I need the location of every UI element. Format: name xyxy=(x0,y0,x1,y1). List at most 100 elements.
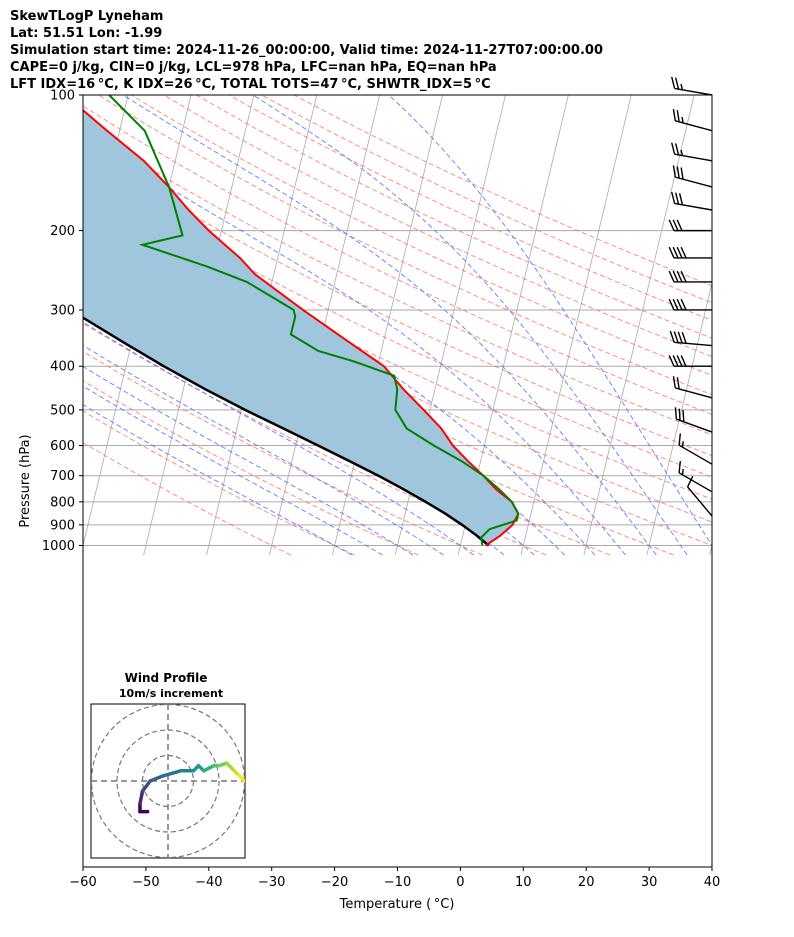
wind-barb xyxy=(668,246,712,259)
wind-barb-feather xyxy=(680,355,687,367)
wind-barb xyxy=(672,165,713,188)
wind-barb-shaft xyxy=(675,176,713,188)
moist-adiabat-line xyxy=(83,404,353,556)
wind-barb-shaft xyxy=(687,486,713,517)
x-tick-label: 10 xyxy=(515,875,532,890)
wind-barb-feather xyxy=(676,246,683,259)
y-tick-label: 600 xyxy=(50,439,75,454)
dry-adiabat-line xyxy=(83,380,419,556)
dry-adiabat-line xyxy=(83,171,712,478)
station-location: Lat: 51.51 Lon: -1.99 xyxy=(10,26,163,41)
wind-barb-feather xyxy=(678,408,681,421)
wind-barb-feather xyxy=(686,475,694,488)
wind-barb-feather xyxy=(678,193,684,205)
wind-barb-shaft xyxy=(674,202,713,211)
wind-barb-feather xyxy=(681,441,684,448)
wind-barb-shaft xyxy=(675,387,713,399)
inset-content xyxy=(91,704,245,858)
dry-adiabat-line xyxy=(83,194,712,500)
hodograph-segment xyxy=(201,763,216,773)
wind-barb-feather xyxy=(680,270,687,283)
wind-barb-feather xyxy=(674,77,680,90)
isotherm-line xyxy=(520,95,632,556)
wind-barb-shaft xyxy=(678,472,713,493)
wind-barb xyxy=(686,475,713,517)
y-tick-label: 700 xyxy=(50,469,75,484)
chart-header: SkewTLogP Lyneham Lat: 51.51 Lon: -1.99 … xyxy=(10,8,780,93)
wind-barb-feather xyxy=(669,330,675,343)
axis-ticks: −60 −50 −40 −30 −20 −10 0 10 20 30 40 100 200 300 400 5… xyxy=(42,89,720,891)
cin-cape-shade xyxy=(83,110,519,546)
wind-barb-feather xyxy=(680,149,684,156)
wind-barb-feather xyxy=(681,468,684,475)
wind-barb-feather xyxy=(672,298,679,311)
chart-title: SkewTLogP Lyneham xyxy=(10,9,164,24)
wind-barb-feather xyxy=(681,116,684,124)
y-axis-label: Pressure (hPa) xyxy=(18,434,33,527)
wind-barb xyxy=(672,376,713,399)
wind-barb-feather xyxy=(674,407,677,420)
wind-barb-feather xyxy=(672,246,679,259)
isotherm-line xyxy=(646,281,712,556)
wind-barb xyxy=(668,355,712,367)
hodograph-segment xyxy=(237,774,245,783)
wind-barb xyxy=(671,76,713,96)
isotherm-line xyxy=(709,543,712,556)
wind-barb-feather xyxy=(680,298,687,311)
wind-barb xyxy=(668,270,712,283)
wind-barb-feather xyxy=(676,166,680,179)
x-tick-label: 30 xyxy=(641,875,658,890)
parcel-profile-line xyxy=(83,316,490,547)
hodograph-ring xyxy=(116,729,220,833)
wind-barb-feather xyxy=(674,143,680,156)
wind-barb-feather xyxy=(676,298,683,311)
y-tick-label: 900 xyxy=(50,518,75,533)
wind-barbs xyxy=(668,76,713,517)
wind-barb-feather xyxy=(671,76,676,89)
wind-barb-feather xyxy=(672,355,679,367)
wind-barb-feather xyxy=(668,246,675,259)
wind-barb xyxy=(672,109,713,132)
wind-barb xyxy=(678,433,713,465)
x-tick-label: 40 xyxy=(704,875,721,890)
isotherm-line xyxy=(583,95,695,556)
wind-barb-feather xyxy=(672,219,679,231)
wind-barb xyxy=(674,407,713,433)
wind-barb-feather xyxy=(668,355,675,367)
wind-barb-shaft xyxy=(674,341,713,347)
wind-barb-feather xyxy=(672,376,676,389)
hodograph-segment xyxy=(148,774,165,783)
wind-barb-feather xyxy=(668,270,675,283)
x-tick-label: −60 xyxy=(69,875,96,890)
wind-barb xyxy=(668,219,712,232)
wind-barb-feather xyxy=(677,331,683,344)
dry-adiabat-line xyxy=(83,148,712,457)
wind-barb-shaft xyxy=(674,153,713,162)
wind-barb-shaft xyxy=(675,120,713,132)
dry-adiabat-line xyxy=(83,410,355,556)
wind-barb-feather xyxy=(682,409,685,422)
wind-barb-feather xyxy=(676,355,683,367)
profile-lines xyxy=(83,95,520,547)
dry-adiabat-line xyxy=(196,95,712,339)
stability-indices: LFT IDX=16 °C, K IDX=26 °C, TOTAL TOTS=4… xyxy=(10,77,491,92)
wind-barb-feather xyxy=(671,191,676,204)
y-tick-label: 800 xyxy=(50,495,75,510)
y-tick-label: 500 xyxy=(50,403,75,418)
x-tick-label: −30 xyxy=(258,875,285,890)
hodograph-segment xyxy=(138,789,145,806)
wind-barb-feather xyxy=(672,109,676,121)
wind-barb-shaft xyxy=(674,87,713,96)
wind-barb-feather xyxy=(668,298,675,311)
wind-profile-inset: Wind Profile 10m/s increment xyxy=(90,671,246,859)
x-tick-label: −10 xyxy=(384,875,411,890)
inset-title: Wind Profile xyxy=(125,671,208,685)
wind-barb-feather xyxy=(678,433,682,446)
moist-adiabat-line xyxy=(122,95,657,556)
x-tick-label: −20 xyxy=(321,875,348,890)
time-info: Simulation start time: 2024-11-26_00:00:… xyxy=(10,43,603,58)
moist-adiabat-line xyxy=(83,344,444,556)
wind-barb-feather xyxy=(681,331,687,344)
wind-barb-feather xyxy=(680,167,684,180)
